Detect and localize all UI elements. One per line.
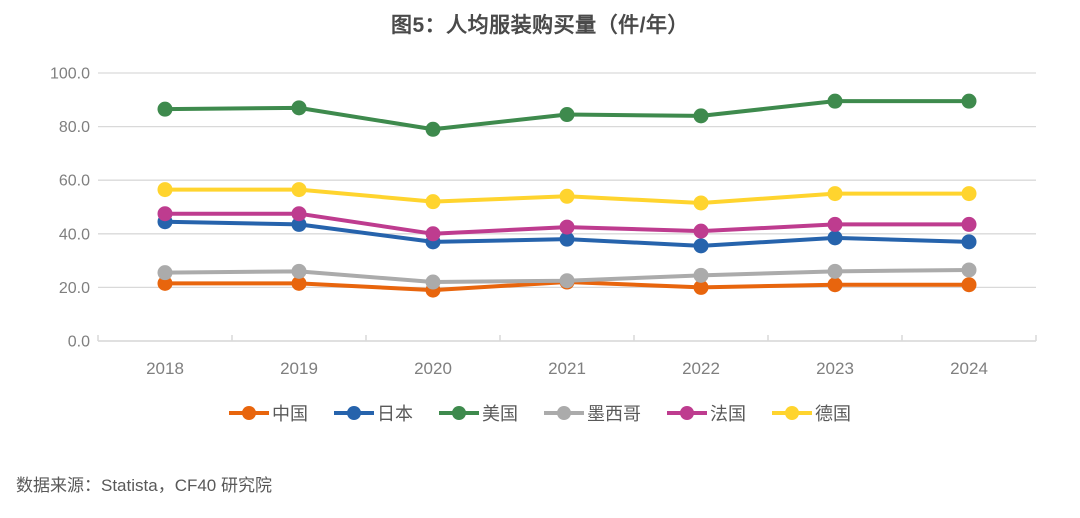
- data-point-日本-2022: [693, 238, 709, 254]
- data-point-法国-2021: [559, 219, 575, 235]
- data-point-美国-2022: [693, 108, 709, 124]
- data-point-美国-2023: [827, 93, 843, 109]
- legend-item-中国: 中国: [229, 400, 308, 426]
- data-point-法国-2019: [291, 206, 307, 222]
- data-point-法国-2024: [961, 216, 977, 232]
- x-tick-label: 2023: [816, 359, 854, 378]
- x-tick-label: 2021: [548, 359, 586, 378]
- data-point-法国-2020: [425, 226, 441, 242]
- legend-marker-icon: [772, 406, 812, 420]
- legend-label: 中国: [272, 404, 308, 424]
- data-point-法国-2018: [157, 206, 173, 222]
- y-tick-label: 40.0: [59, 226, 90, 243]
- legend-label: 法国: [710, 404, 746, 424]
- y-tick-label: 100.0: [50, 66, 90, 83]
- data-point-德国-2021: [559, 188, 575, 204]
- data-point-墨西哥-2023: [827, 263, 843, 279]
- data-point-日本-2019: [291, 216, 307, 232]
- legend-marker-icon: [439, 406, 479, 420]
- legend-marker-icon: [544, 406, 584, 420]
- legend-item-日本: 日本: [334, 400, 413, 426]
- legend-marker-icon: [334, 406, 374, 420]
- legend-item-法国: 法国: [667, 400, 746, 426]
- data-point-德国-2018: [157, 182, 173, 198]
- data-point-法国-2023: [827, 216, 843, 232]
- line-chart-plot-area: 0.0 20.0 40.0 60.0 80.0 100.0 2018 2019 2020 2021…: [50, 66, 1037, 378]
- data-point-日本-2024: [961, 234, 977, 250]
- data-point-中国-2023: [827, 277, 843, 293]
- data-point-美国-2021: [559, 107, 575, 123]
- legend-label: 墨西哥: [587, 404, 641, 424]
- chart-legend: 中国 日本 美国 墨西哥 法国 德国: [0, 400, 1080, 426]
- data-point-日本-2021: [559, 231, 575, 247]
- chart-title: 图5：人均服装购买量（件/年）: [390, 14, 689, 37]
- data-point-墨西哥-2021: [559, 273, 575, 289]
- y-tick-label: 80.0: [59, 119, 90, 136]
- legend-marker-icon: [667, 406, 707, 420]
- data-point-墨西哥-2020: [425, 274, 441, 290]
- data-point-墨西哥-2019: [291, 263, 307, 279]
- data-point-德国-2022: [693, 195, 709, 211]
- y-tick-label: 60.0: [59, 173, 90, 190]
- x-tick-label: 2020: [414, 359, 452, 378]
- data-point-美国-2018: [157, 101, 173, 117]
- data-point-中国-2024: [961, 277, 977, 293]
- data-point-法国-2022: [693, 223, 709, 239]
- data-point-德国-2020: [425, 194, 441, 210]
- legend-label: 德国: [815, 404, 851, 424]
- data-point-墨西哥-2018: [157, 265, 173, 281]
- legend-label: 日本: [377, 404, 413, 424]
- x-tick-label: 2018: [146, 359, 184, 378]
- data-point-中国-2018: [157, 275, 173, 291]
- legend-item-德国: 德国: [772, 400, 851, 426]
- data-point-德国-2023: [827, 186, 843, 202]
- data-point-中国-2022: [693, 279, 709, 295]
- data-point-墨西哥-2022: [693, 267, 709, 283]
- data-point-美国-2019: [291, 100, 307, 116]
- x-tick-label: 2022: [682, 359, 720, 378]
- y-tick-label: 20.0: [59, 280, 90, 297]
- data-point-中国-2019: [291, 275, 307, 291]
- x-tick-label: 2024: [950, 359, 988, 378]
- source-note: 数据来源：Statista，CF40 研究院: [16, 476, 272, 495]
- data-point-美国-2024: [961, 93, 977, 109]
- legend-item-墨西哥: 墨西哥: [544, 400, 641, 426]
- x-tick-label: 2019: [280, 359, 318, 378]
- data-point-墨西哥-2024: [961, 262, 977, 278]
- legend-label: 美国: [482, 404, 518, 424]
- data-point-日本-2023: [827, 230, 843, 246]
- y-tick-label: 0.0: [68, 334, 90, 351]
- legend-item-美国: 美国: [439, 400, 518, 426]
- legend-marker-icon: [229, 406, 269, 420]
- data-point-德国-2019: [291, 182, 307, 198]
- data-point-美国-2020: [425, 121, 441, 137]
- data-point-德国-2024: [961, 186, 977, 202]
